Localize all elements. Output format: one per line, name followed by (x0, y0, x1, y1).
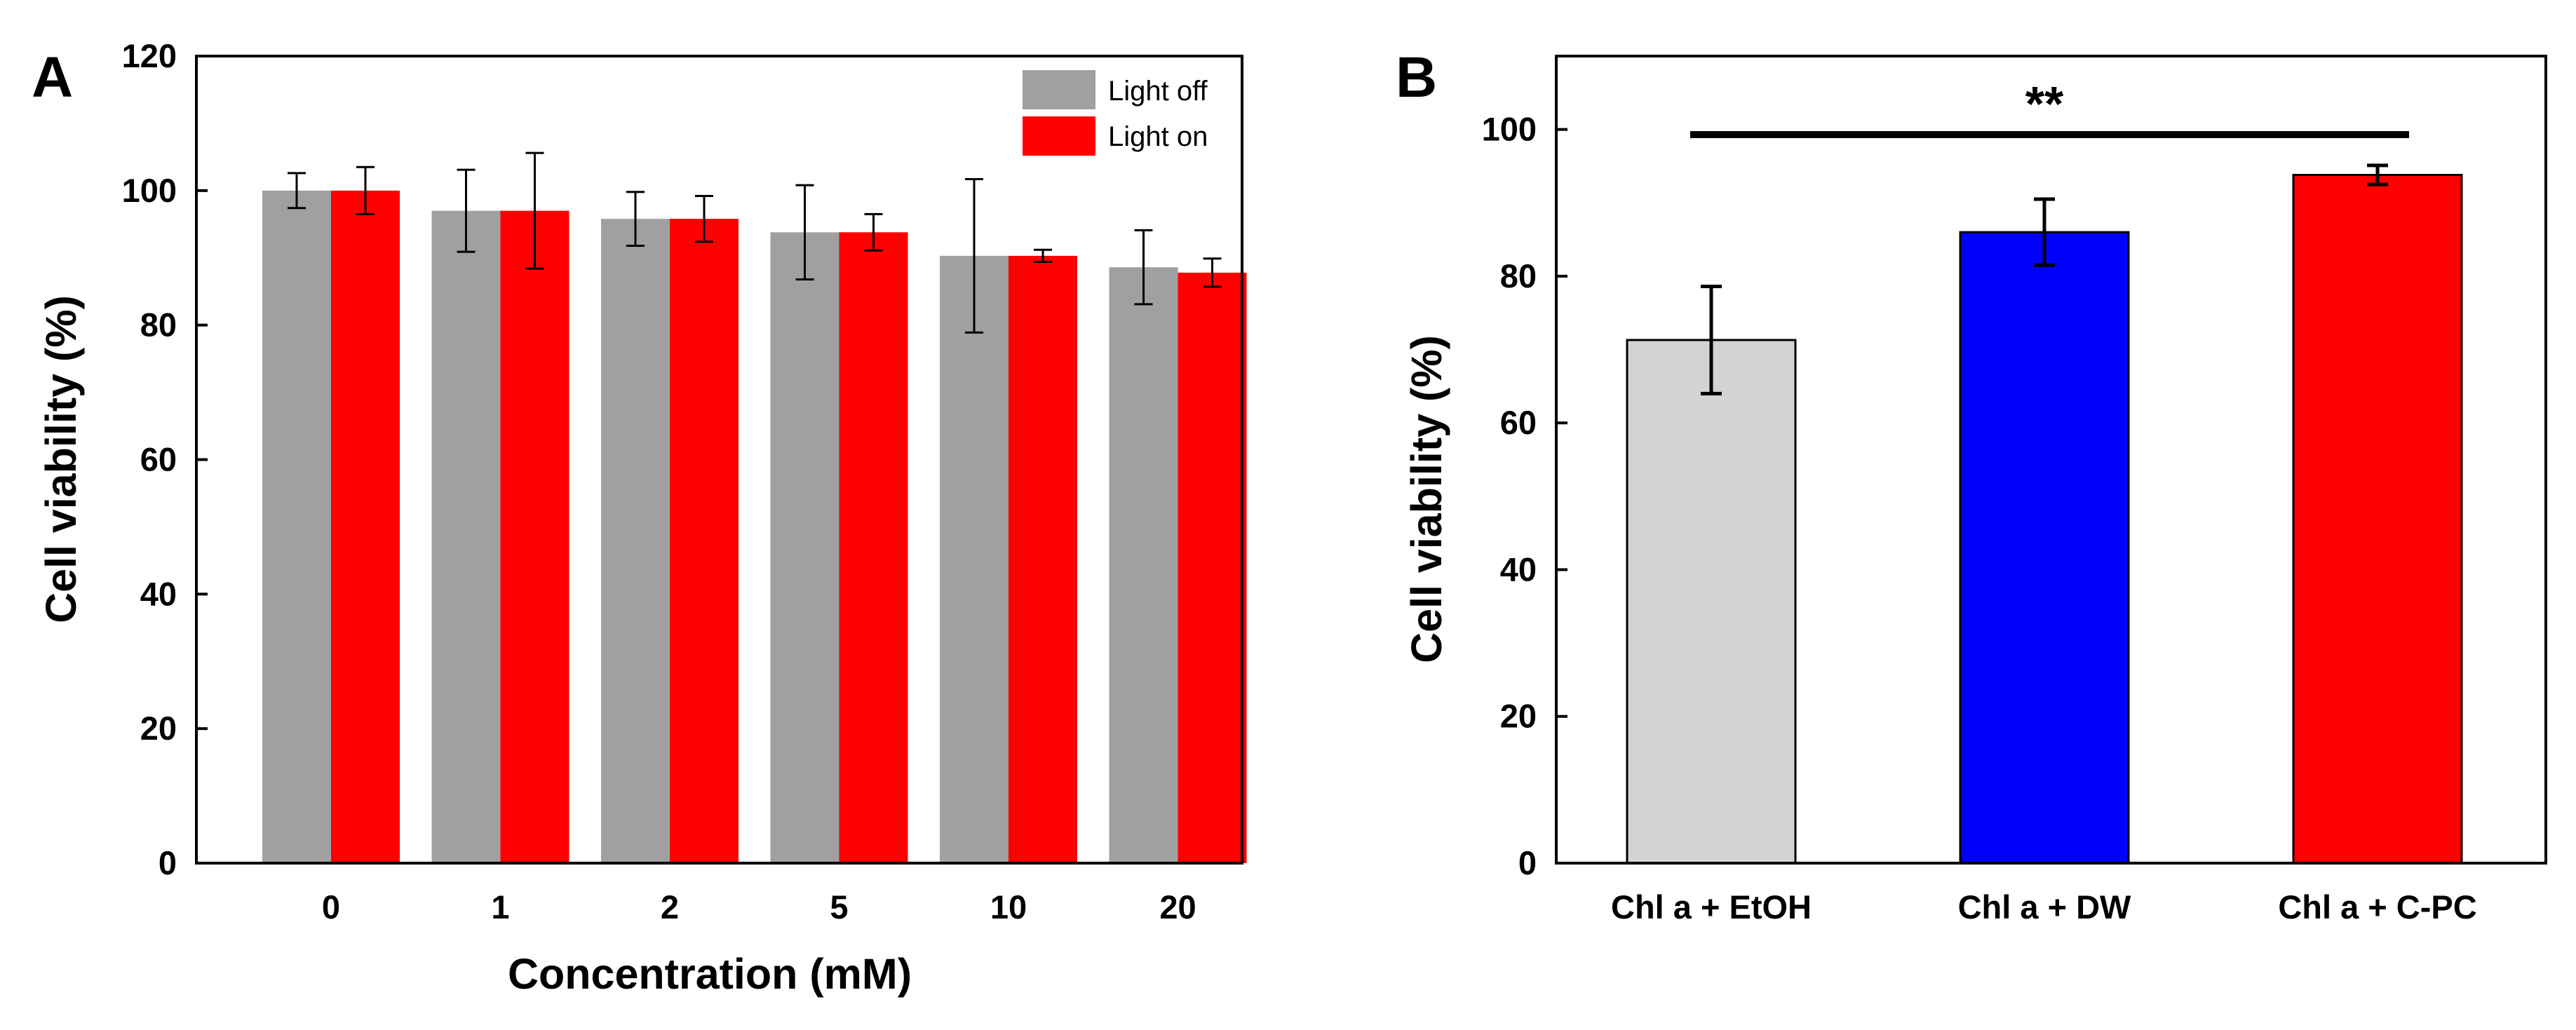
panel-b-y-tick-label: 20 (1500, 698, 1537, 735)
legend-label-light-on: Light on (1108, 121, 1208, 152)
panel-b-y-tick-label: 100 (1482, 111, 1537, 148)
panel-a-legend: Light off Light on (1023, 70, 1208, 156)
panel-b-y-tick-label: 0 (1518, 844, 1537, 881)
panel-a-error-bar (626, 191, 645, 247)
panel-a-y-tick-label: 0 (159, 844, 177, 881)
panel-a-y-tick-label: 100 (122, 172, 177, 209)
panel-a-error-bar (288, 172, 306, 210)
panel-a-error-bar (1203, 257, 1222, 288)
panel-a-y-tick-label: 80 (140, 306, 177, 344)
significance-label: ** (2025, 76, 2064, 131)
panel-b-x-tick-label: Chl a + C-PC (2278, 888, 2476, 926)
panel-b-error-bar (2034, 197, 2055, 267)
panel-a-bar-light-on (1009, 255, 1077, 863)
panel-a-bar-light-off (1109, 267, 1178, 863)
panel-a-bar-light-on (500, 210, 569, 863)
panel-a-frame (195, 55, 1243, 865)
panel-b-y-tick-label: 60 (1500, 404, 1537, 441)
panel-b-y-axis-title: Cell viability (%) (1403, 335, 1450, 663)
panel-a-error-bar (795, 184, 814, 280)
panel-a-bar-light-off (770, 232, 839, 864)
panel-a-bar-light-off (262, 190, 331, 863)
panel-b-frame (1555, 55, 2547, 865)
panel-a-y-tick-label: 40 (140, 575, 177, 612)
panel-a-x-tick-label: 0 (322, 888, 340, 926)
panel-a-error-bar (1134, 229, 1153, 306)
panel-a-x-axis-title: Concentration (mM) (508, 950, 912, 998)
panel-b-error-bar (2367, 163, 2388, 187)
panel-b-x-tick-label: Chl a + EtOH (1611, 888, 1812, 926)
panel-b-error-bar (1701, 285, 1722, 395)
panel-b: B 0 20 40 60 80 100 Chl a + EtOH Chl a + DW Chl … (1396, 46, 2547, 926)
panel-a-x-tick-label: 5 (830, 888, 848, 926)
panel-a-x-tick-label: 2 (661, 888, 679, 926)
legend-swatch-light-off (1023, 70, 1095, 109)
panel-a-bar-light-on (670, 219, 739, 863)
panel-b-y-tick-label: 80 (1500, 257, 1537, 294)
panel-a-error-bar (525, 151, 544, 270)
panel-a-bar-light-on (839, 232, 908, 864)
panel-a: A 0 20 40 60 80 100 120 0 1 2 5 10 20 Cell viability… (32, 37, 1247, 998)
panel-a-error-bar (356, 165, 375, 215)
panel-b-bar (1626, 339, 1797, 865)
panel-a-error-bar (695, 195, 713, 243)
legend-label-light-off: Light off (1108, 76, 1208, 107)
panel-a-error-bar (457, 168, 476, 253)
panel-a-x-tick-label: 20 (1159, 888, 1196, 926)
panel-a-y-tick-label: 120 (122, 37, 177, 74)
panel-a-bar-light-off (431, 210, 501, 863)
panel-a-error-bar (965, 178, 983, 334)
panel-b-y-tick-label: 40 (1500, 550, 1537, 588)
panel-a-x-tick-label: 10 (990, 888, 1027, 926)
panel-a-bar-light-on (1178, 272, 1247, 863)
legend-swatch-light-on (1023, 116, 1095, 156)
panel-a-error-bar (864, 212, 883, 252)
panel-a-y-tick-label: 20 (140, 710, 177, 747)
panel-a-bar-light-on (331, 190, 400, 863)
panel-b-x-tick-label: Chl a + DW (1958, 888, 2131, 926)
panel-a-bar-light-off (940, 255, 1009, 863)
panel-a-error-bar (1034, 248, 1052, 264)
panel-a-letter: A (32, 46, 73, 109)
panel-b-bar (1959, 231, 2130, 865)
panel-b-letter: B (1396, 46, 1437, 109)
panel-a-bar-light-off (601, 219, 670, 863)
panel-a-y-axis-title: Cell viability (%) (37, 295, 85, 623)
panel-b-bar (2292, 174, 2463, 865)
panel-a-y-tick-label: 60 (140, 441, 177, 478)
panel-a-x-tick-label: 1 (491, 888, 509, 926)
